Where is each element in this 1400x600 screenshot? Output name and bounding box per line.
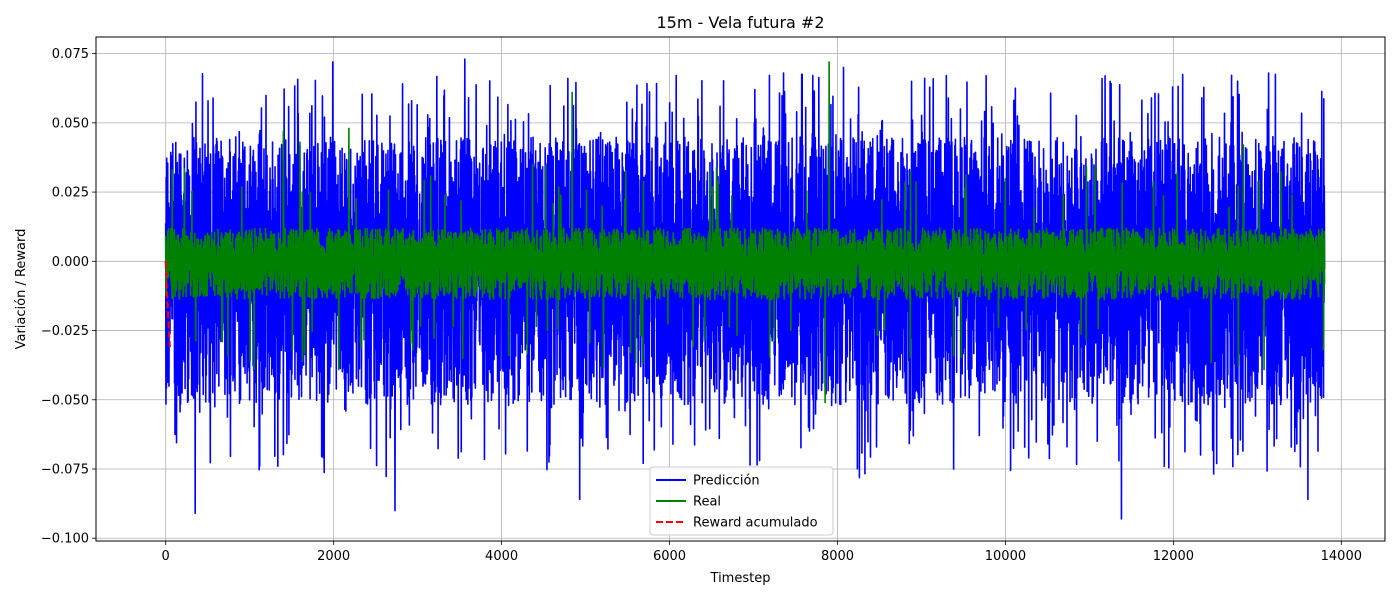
y-tick-label: 0.025 xyxy=(52,186,89,201)
legend-label: Real xyxy=(693,495,721,510)
x-tick-label: 10000 xyxy=(985,549,1026,564)
plot-area xyxy=(164,58,1326,520)
x-tick-label: 2000 xyxy=(317,549,350,564)
x-tick-label: 0 xyxy=(162,549,170,564)
x-axis-ticks: 0 2000 4000 6000 8000 10000 12000 14000 xyxy=(162,541,1362,564)
legend-label: Predicción xyxy=(693,474,760,489)
x-tick-label: 8000 xyxy=(821,549,854,564)
legend-label: Reward acumulado xyxy=(693,516,818,531)
axes-frame xyxy=(95,36,1386,542)
legend-box xyxy=(649,466,834,536)
x-tick-label: 12000 xyxy=(1153,549,1194,564)
y-tick-label: 0.075 xyxy=(52,47,89,62)
x-tick-label: 14000 xyxy=(1321,549,1362,564)
series-line-real xyxy=(164,61,1326,404)
y-axis-title: Variación / Reward xyxy=(14,229,29,350)
y-tick-label: 0.050 xyxy=(52,116,89,131)
x-tick-label: 4000 xyxy=(485,549,518,564)
series-line-reward-acumulado xyxy=(164,261,171,348)
x-axis-title: Timestep xyxy=(710,571,771,586)
y-axis-ticks: −0.100 −0.075 −0.050 −0.025 0.000 0.025 0.050 0… xyxy=(41,47,96,547)
x-tick-label: 6000 xyxy=(653,549,686,564)
y-tick-label: 0.000 xyxy=(52,255,89,270)
y-tick-label: −0.100 xyxy=(41,532,89,547)
y-tick-label: −0.025 xyxy=(41,324,89,339)
y-tick-label: −0.075 xyxy=(41,463,89,478)
chart-title: 15m - Vela futura #2 xyxy=(656,13,824,32)
y-tick-label: −0.050 xyxy=(41,393,89,408)
legend: Predicción Real Reward acumulado xyxy=(649,466,834,536)
